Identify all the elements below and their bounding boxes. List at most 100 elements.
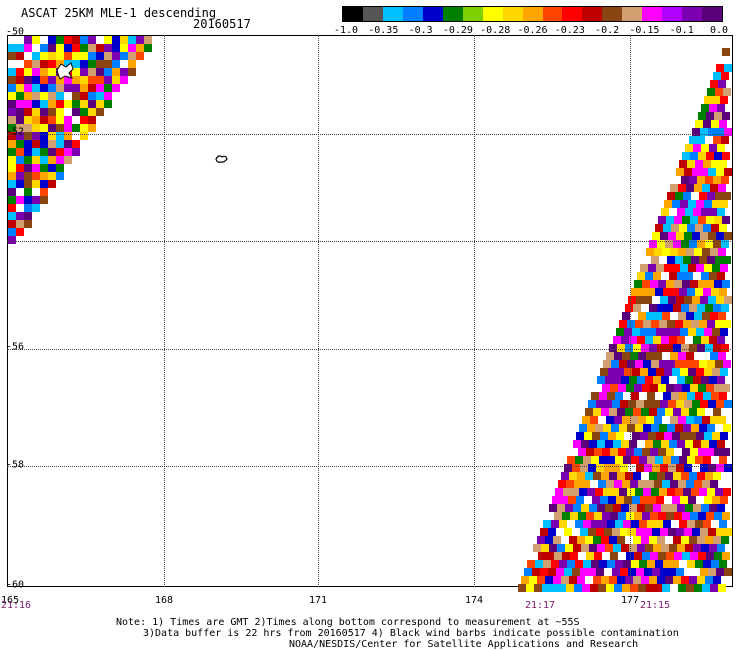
- wind-cell: [681, 304, 689, 312]
- wind-cell: [717, 544, 725, 552]
- wind-cell: [8, 188, 16, 196]
- wind-cell: [714, 152, 722, 160]
- wind-cell: [545, 576, 553, 584]
- color-bar-swatch: [362, 7, 383, 21]
- wind-cell: [600, 496, 608, 504]
- wind-cell: [652, 296, 660, 304]
- wind-cell: [707, 360, 715, 368]
- wind-cell: [657, 344, 665, 352]
- wind-cell: [592, 432, 600, 440]
- wind-cell: [594, 512, 602, 520]
- wind-cell: [659, 320, 667, 328]
- wind-cell: [598, 584, 606, 592]
- wind-cell: [56, 124, 64, 132]
- wind-cell: [669, 544, 677, 552]
- wind-cell: [706, 216, 714, 224]
- wind-cell: [607, 392, 615, 400]
- wind-cell: [660, 232, 668, 240]
- wind-cell: [573, 544, 581, 552]
- wind-cell: [673, 176, 681, 184]
- wind-cell: [577, 536, 585, 544]
- wind-cell: [687, 560, 695, 568]
- wind-cell: [120, 68, 128, 76]
- wind-cell: [718, 312, 726, 320]
- wind-cell: [683, 488, 691, 496]
- wind-cell: [666, 552, 674, 560]
- wind-cell: [16, 100, 24, 108]
- wind-cell: [80, 92, 88, 100]
- wind-cell: [587, 488, 595, 496]
- wind-cell: [667, 192, 675, 200]
- wind-cell: [559, 560, 567, 568]
- wind-cell: [607, 560, 615, 568]
- wind-cell: [558, 480, 566, 488]
- color-bar-label: -0.15: [629, 25, 660, 36]
- wind-cell: [40, 36, 48, 44]
- wind-cell: [706, 280, 714, 288]
- wind-cell: [642, 448, 650, 456]
- wind-cell: [8, 92, 16, 100]
- wind-cell: [620, 528, 628, 536]
- wind-cell: [576, 432, 584, 440]
- wind-cell: [24, 44, 32, 52]
- wind-cell: [670, 248, 678, 256]
- wind-cell: [627, 488, 635, 496]
- wind-cell: [554, 512, 562, 520]
- wind-cell: [40, 140, 48, 148]
- wind-cell: [546, 552, 554, 560]
- wind-cell: [673, 576, 681, 584]
- wind-cell: [597, 440, 605, 448]
- wind-cell: [696, 200, 704, 208]
- wind-cell: [668, 296, 676, 304]
- wind-cell: [611, 424, 619, 432]
- wind-cell: [697, 472, 705, 480]
- wind-cell: [622, 480, 630, 488]
- color-bar-label: -0.26: [517, 25, 548, 36]
- wind-cell: [684, 296, 692, 304]
- wind-cell: [627, 360, 635, 368]
- wind-cell: [56, 116, 64, 124]
- wind-cell: [631, 520, 639, 528]
- wind-cell: [80, 108, 88, 116]
- wind-cell: [8, 100, 16, 108]
- wind-cell: [677, 504, 685, 512]
- wind-cell: [700, 128, 708, 136]
- wind-cell: [128, 60, 136, 68]
- wind-cell: [582, 416, 590, 424]
- wind-cell: [657, 408, 665, 416]
- wind-cell: [621, 440, 629, 448]
- wind-cell: [693, 440, 701, 448]
- color-bar-label: -1.0: [333, 25, 359, 36]
- wind-cell: [689, 240, 697, 248]
- wind-cell: [72, 116, 80, 124]
- wind-cell: [697, 304, 705, 312]
- wind-cell: [720, 496, 728, 504]
- wind-cell: [697, 536, 705, 544]
- wind-cell: [719, 456, 727, 464]
- wind-cell: [709, 104, 717, 112]
- wind-cell: [579, 488, 587, 496]
- wind-cell: [707, 88, 715, 96]
- wind-cell: [617, 408, 625, 416]
- wind-cell: [609, 408, 617, 416]
- wind-cell: [687, 456, 695, 464]
- wind-cell: [654, 312, 662, 320]
- wind-cell: [88, 108, 96, 116]
- wind-cell: [611, 488, 619, 496]
- wind-cell: [24, 204, 32, 212]
- wind-cell: [720, 328, 728, 336]
- wind-cell: [671, 560, 679, 568]
- wind-cell: [678, 312, 686, 320]
- wind-cell: [634, 384, 642, 392]
- wind-cell: [655, 288, 663, 296]
- wind-cell: [676, 568, 684, 576]
- wind-cell: [581, 440, 589, 448]
- wind-cell: [709, 208, 717, 216]
- wind-cell: [649, 344, 657, 352]
- wind-cell: [633, 536, 641, 544]
- wind-cell: [645, 336, 653, 344]
- wind-cell: [654, 480, 662, 488]
- wind-cell: [663, 224, 671, 232]
- wind-cell: [144, 44, 152, 52]
- wind-cell: [681, 576, 689, 584]
